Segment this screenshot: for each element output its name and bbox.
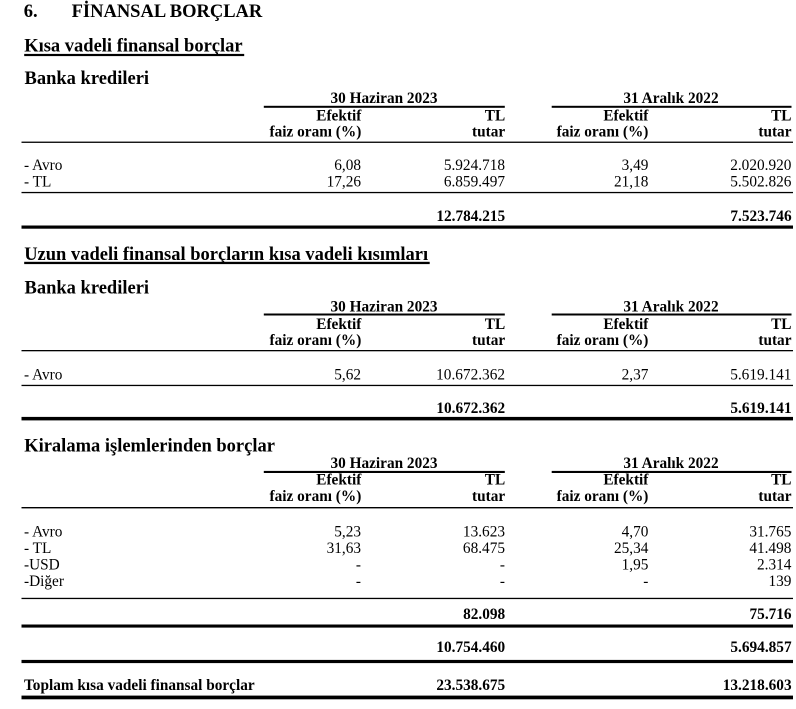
svg-text:TL: TL — [771, 472, 791, 489]
svg-text:faiz oranı (%): faiz oranı (%) — [270, 488, 362, 505]
svg-text:6.: 6. — [24, 2, 38, 22]
svg-text:Efektif: Efektif — [603, 472, 649, 489]
svg-text:tutar: tutar — [472, 123, 505, 140]
svg-text:- Avro: - Avro — [24, 524, 63, 541]
svg-text:TL: TL — [771, 316, 791, 333]
svg-text:10.672.362: 10.672.362 — [436, 366, 505, 383]
svg-text:-Diğer: -Diğer — [24, 573, 64, 590]
svg-text:faiz oranı (%): faiz oranı (%) — [270, 332, 362, 349]
svg-text:7.523.746: 7.523.746 — [730, 208, 792, 225]
svg-text:6.859.497: 6.859.497 — [444, 174, 506, 191]
svg-text:TL: TL — [485, 316, 505, 333]
svg-text:faiz oranı (%): faiz oranı (%) — [557, 488, 649, 505]
svg-text:Efektif: Efektif — [316, 472, 362, 489]
svg-text:31 Aralık 2022: 31 Aralık 2022 — [623, 90, 718, 107]
svg-text:tutar: tutar — [472, 332, 505, 349]
svg-text:5,23: 5,23 — [334, 524, 361, 541]
svg-text:23.538.675: 23.538.675 — [436, 677, 505, 694]
svg-text:Kiralama işlemlerinden borçlar: Kiralama işlemlerinden borçlar — [24, 437, 275, 457]
svg-text:-: - — [643, 573, 648, 590]
svg-text:5.619.141: 5.619.141 — [730, 366, 791, 383]
svg-text:2,37: 2,37 — [622, 366, 649, 383]
svg-text:- Avro: - Avro — [24, 366, 63, 383]
svg-text:5.502.826: 5.502.826 — [730, 174, 792, 191]
svg-text:tutar: tutar — [472, 488, 505, 505]
svg-text:139: 139 — [768, 573, 791, 590]
svg-text:Toplam kısa vadeli finansal bo: Toplam kısa vadeli finansal borçlar — [24, 677, 255, 694]
svg-text:10.754.460: 10.754.460 — [436, 639, 505, 656]
svg-text:13.623: 13.623 — [463, 524, 505, 541]
svg-text:41.498: 41.498 — [749, 540, 791, 557]
svg-text:Efektif: Efektif — [316, 316, 362, 333]
svg-text:TL: TL — [485, 107, 505, 124]
svg-text:10.672.362: 10.672.362 — [436, 400, 505, 417]
svg-text:faiz oranı (%): faiz oranı (%) — [270, 123, 362, 140]
svg-text:12.784.215: 12.784.215 — [436, 208, 505, 225]
svg-text:TL: TL — [771, 107, 791, 124]
svg-text:5.694.857: 5.694.857 — [730, 639, 792, 656]
svg-text:-: - — [500, 573, 505, 590]
svg-text:tutar: tutar — [758, 123, 791, 140]
svg-text:4,70: 4,70 — [622, 524, 649, 541]
svg-text:68.475: 68.475 — [463, 540, 505, 557]
svg-text:Uzun vadeli finansal borçların: Uzun vadeli finansal borçların kısa vade… — [24, 245, 428, 265]
svg-text:-USD: -USD — [24, 556, 60, 573]
svg-text:21,18: 21,18 — [614, 174, 649, 191]
svg-text:tutar: tutar — [758, 332, 791, 349]
svg-text:31 Aralık 2022: 31 Aralık 2022 — [623, 455, 718, 472]
svg-text:TL: TL — [485, 472, 505, 489]
svg-text:30 Haziran 2023: 30 Haziran 2023 — [330, 90, 437, 107]
svg-text:17,26: 17,26 — [327, 174, 362, 191]
svg-text:5.619.141: 5.619.141 — [730, 400, 791, 417]
svg-text:-: - — [356, 556, 361, 573]
svg-text:- TL: - TL — [24, 174, 51, 191]
svg-text:-: - — [500, 556, 505, 573]
svg-text:30 Haziran 2023: 30 Haziran 2023 — [330, 455, 437, 472]
svg-text:2.314: 2.314 — [757, 556, 792, 573]
svg-text:- TL: - TL — [24, 540, 51, 557]
svg-text:Efektif: Efektif — [603, 107, 649, 124]
svg-text:- Avro: - Avro — [24, 157, 63, 174]
svg-text:5,62: 5,62 — [334, 366, 361, 383]
svg-text:Banka kredileri: Banka kredileri — [25, 69, 150, 89]
svg-text:3,49: 3,49 — [622, 157, 649, 174]
svg-text:31.765: 31.765 — [749, 524, 791, 541]
svg-text:31 Aralık 2022: 31 Aralık 2022 — [623, 298, 718, 315]
svg-text:FİNANSAL BORÇLAR: FİNANSAL BORÇLAR — [72, 1, 263, 22]
svg-text:faiz oranı (%): faiz oranı (%) — [557, 332, 649, 349]
svg-text:-: - — [356, 573, 361, 590]
svg-text:Efektif: Efektif — [316, 107, 362, 124]
svg-text:Banka kredileri: Banka kredileri — [25, 279, 150, 299]
svg-text:75.716: 75.716 — [750, 606, 792, 623]
svg-text:2.020.920: 2.020.920 — [730, 157, 792, 174]
svg-text:30 Haziran 2023: 30 Haziran 2023 — [330, 298, 437, 315]
svg-text:5.924.718: 5.924.718 — [444, 157, 506, 174]
svg-text:31,63: 31,63 — [327, 540, 362, 557]
svg-text:1,95: 1,95 — [622, 556, 649, 573]
svg-text:13.218.603: 13.218.603 — [723, 677, 792, 694]
svg-text:tutar: tutar — [758, 488, 791, 505]
svg-text:Efektif: Efektif — [603, 316, 649, 333]
svg-text:Kısa vadeli finansal borçlar: Kısa vadeli finansal borçlar — [24, 36, 242, 56]
svg-text:82.098: 82.098 — [463, 606, 505, 623]
svg-text:25,34: 25,34 — [614, 540, 649, 557]
svg-text:faiz oranı (%): faiz oranı (%) — [557, 123, 649, 140]
svg-text:6,08: 6,08 — [334, 157, 361, 174]
